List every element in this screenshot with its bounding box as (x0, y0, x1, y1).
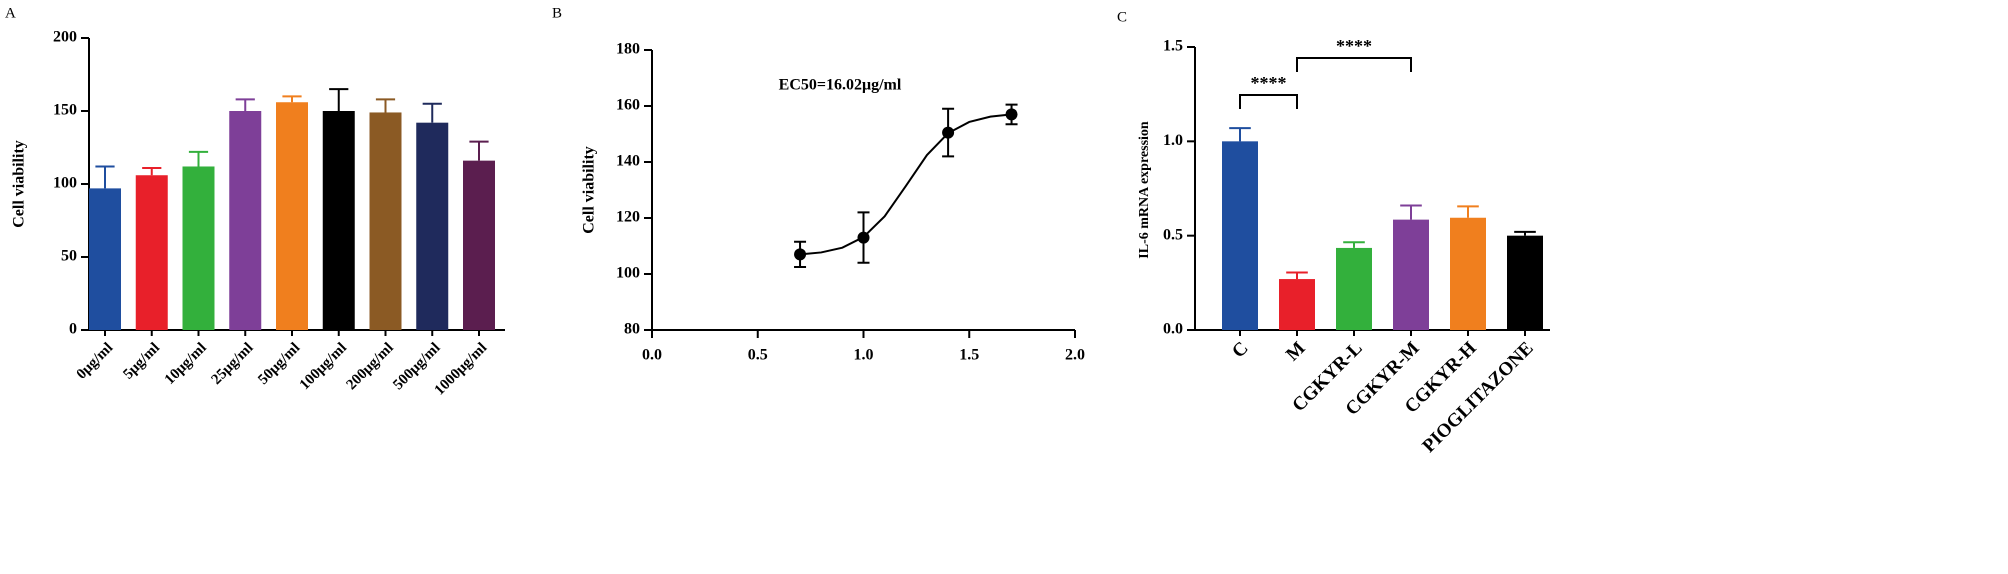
x-tick-label: 10μg/ml (162, 340, 210, 388)
bar (1393, 219, 1429, 330)
point (794, 248, 807, 261)
x-tick-label: 1.0 (854, 347, 874, 364)
bar (416, 122, 449, 331)
x-tick-label: 2.0 (1065, 347, 1085, 364)
y-tick-label: 0 (69, 321, 77, 338)
x-tick-label: 200μg/ml (343, 340, 396, 393)
x-tick-label: 0.5 (748, 347, 768, 364)
bar (1450, 217, 1486, 330)
panel-label: B (552, 5, 562, 21)
y-tick-label: 1.5 (1163, 38, 1183, 55)
significance-label: **** (1251, 73, 1287, 93)
y-tick-label: 150 (53, 102, 77, 119)
significance-label: **** (1336, 36, 1372, 56)
y-tick-label: 140 (616, 153, 640, 170)
error-bar (1400, 204, 1422, 220)
x-tick-label: 100μg/ml (297, 340, 350, 393)
bar (89, 188, 121, 330)
bar (1336, 247, 1372, 330)
y-axis-label: Cell viability (581, 146, 598, 234)
error-bar (188, 150, 209, 167)
error-bar (142, 166, 162, 176)
y-tick-label: 100 (616, 265, 640, 282)
y-tick-label: 80 (624, 321, 640, 338)
significance-bracket (1296, 57, 1412, 72)
bar (1507, 235, 1543, 330)
point (942, 126, 955, 139)
bar (229, 111, 262, 330)
error-bar (1229, 127, 1251, 142)
error-bar (469, 140, 489, 161)
x-tick-label: PIOGLITAZONE (1418, 338, 1537, 457)
annotation: EC50=16.02μg/ml (779, 77, 902, 94)
point (857, 231, 870, 244)
y-tick-label: 100 (53, 175, 77, 192)
y-tick-label: 200 (53, 29, 77, 46)
y-axis-label: Cell viability (11, 140, 28, 228)
panel-label: C (1117, 9, 1127, 25)
y-axis-label: IL-6 mRNA expression (1137, 121, 1152, 259)
panel-label: A (5, 5, 16, 21)
y-tick-label: 120 (616, 209, 640, 226)
x-tick-label: 0.0 (642, 347, 662, 364)
significance-bracket (1239, 94, 1298, 109)
x-tick-label: 1.5 (959, 347, 979, 364)
bar (135, 175, 168, 330)
bar (276, 102, 308, 331)
x-tick-label: 5μg/ml (120, 340, 163, 383)
y-tick-label: 160 (616, 97, 640, 114)
error-bar (329, 88, 349, 111)
error-bar (375, 98, 396, 113)
error-bar (422, 102, 442, 123)
y-tick-label: 1.0 (1163, 132, 1183, 149)
x-tick-label: C (1228, 338, 1253, 363)
y-tick-label: 50 (61, 248, 77, 265)
error-bar (282, 95, 302, 103)
bar (322, 111, 355, 330)
y-tick-label: 0.0 (1163, 321, 1183, 338)
y-tick-label: 0.5 (1163, 226, 1183, 243)
error-bar (1514, 230, 1536, 236)
y-tick-label: 180 (616, 41, 640, 58)
x-tick-label: 25μg/ml (209, 340, 257, 388)
fit-curve (799, 113, 1012, 256)
error-bar (1457, 205, 1479, 218)
x-tick-label: M (1282, 338, 1310, 366)
bar (182, 166, 215, 330)
bar (1279, 279, 1315, 330)
error-bar (235, 98, 255, 111)
bar (463, 160, 495, 330)
error-bar (1286, 271, 1308, 280)
x-tick-label: 50μg/ml (255, 340, 303, 388)
point (1005, 108, 1018, 121)
x-tick-label: 0μg/ml (74, 340, 117, 383)
error-bar (1343, 241, 1365, 248)
error-bar (95, 165, 115, 189)
bar (369, 112, 402, 331)
bar (1222, 141, 1258, 330)
